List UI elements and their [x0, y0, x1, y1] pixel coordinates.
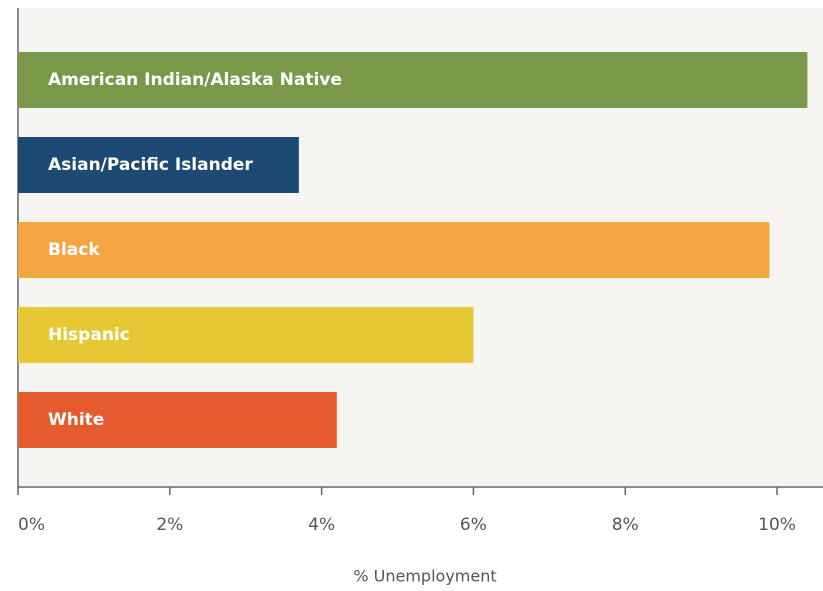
- bar-label: American Indian/Alaska Native: [48, 70, 342, 90]
- bar-label: Asian/Pacific Islander: [48, 155, 253, 175]
- x-tick-label: 10%: [758, 515, 796, 535]
- bar-label: Hispanic: [48, 325, 130, 345]
- x-tick-label: 2%: [156, 515, 183, 535]
- x-axis-title: % Unemployment: [353, 567, 496, 586]
- x-tick-label: 8%: [612, 515, 639, 535]
- bar: [18, 392, 337, 448]
- bar-label: White: [48, 410, 104, 430]
- bar: [18, 52, 808, 108]
- bar: [18, 137, 299, 193]
- x-tick-label: 6%: [460, 515, 487, 535]
- bar: [18, 222, 770, 278]
- x-tick-label: 0%: [18, 515, 45, 535]
- x-tick-label: 4%: [308, 515, 335, 535]
- bar-label: Black: [48, 240, 100, 260]
- bar: [18, 307, 474, 363]
